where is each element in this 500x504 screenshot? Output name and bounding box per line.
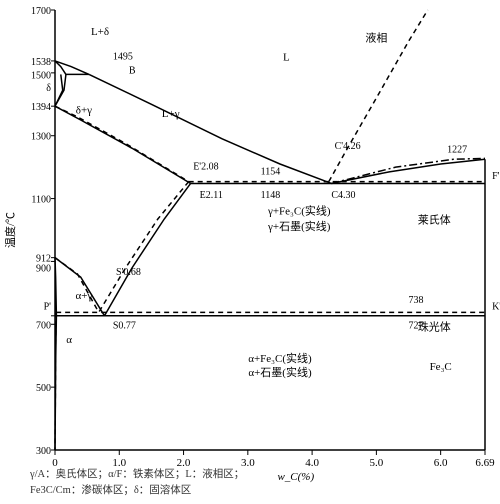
point-label: 738 (409, 295, 424, 306)
region-label: α+γ (76, 290, 93, 302)
dashed-curve (55, 258, 99, 313)
point-label: 1538 (31, 57, 51, 68)
point-label: E2.11 (200, 190, 223, 201)
point-label: 300 (36, 446, 51, 457)
region-label: γ+Fe₃C(实线) (267, 203, 331, 217)
dashed-curve (99, 182, 189, 313)
x-axis-title: w_C(%) (277, 471, 314, 483)
point-label: 700 (36, 320, 51, 331)
phase-diagram-svg: 01.02.03.04.05.06.06.69w_C(%)温度/℃液相LL+δδ… (0, 0, 500, 504)
point-label: 1300 (31, 132, 51, 143)
point-label: 500 (36, 383, 51, 394)
point-label: C4.30 (331, 190, 355, 201)
solid-curve (55, 74, 63, 106)
region-label: L (283, 51, 290, 63)
point-label: S0.77 (113, 320, 136, 331)
x-tick-label: 5.0 (370, 457, 384, 469)
region-label: L+γ (162, 108, 180, 120)
point-label: B (129, 66, 136, 77)
caption-line-2: Fe3C/Cm：渗碳体区；δ：固溶体区 (30, 484, 191, 498)
point-label: E'2.08 (193, 162, 218, 173)
x-tick-label: 4.0 (305, 457, 319, 469)
region-label: 液相 (365, 30, 387, 44)
region-label: 莱氏体 (418, 213, 451, 227)
phase-diagram-root: 01.02.03.04.05.06.06.69w_C(%)温度/℃液相LL+δδ… (0, 0, 500, 504)
solid-curve (331, 159, 485, 183)
solid-curve (55, 61, 89, 75)
point-label: 1227 (447, 144, 467, 155)
point-label: 1394 (31, 102, 51, 113)
region-label: α (66, 334, 72, 346)
point-label: 1154 (261, 166, 281, 177)
point-label: δ (46, 83, 51, 94)
region-label: δ+γ (76, 105, 92, 117)
y-axis-title: 温度/℃ (3, 212, 17, 248)
point-label: 1495 (113, 52, 133, 63)
solid-curve (104, 183, 190, 315)
point-label: S'0.68 (116, 267, 141, 278)
solid-curve (55, 258, 104, 316)
point-label: K' (492, 301, 500, 312)
point-label: 1100 (31, 195, 51, 206)
point-label: 1500 (31, 70, 51, 81)
region-label: α+Fe₃C(实线) (248, 351, 312, 365)
point-label: F' (492, 171, 500, 182)
point-label: 1148 (261, 190, 281, 201)
region-label: α+石墨(实线) (248, 365, 312, 379)
region-label: γ+石墨(实线) (267, 219, 331, 233)
point-label: C'4.26 (335, 141, 361, 152)
region-label: L+δ (91, 26, 109, 38)
point-label: P' (44, 301, 52, 312)
region-label: Fe₃C (430, 361, 452, 373)
x-tick-label: 6.0 (434, 457, 448, 469)
caption-line-1: γ/A：奥氏体区；α/F：铁素体区；L：液相区； (30, 468, 244, 482)
point-label: 900 (36, 264, 51, 275)
point-label: 1700 (31, 6, 51, 17)
x-tick-label: 6.69 (475, 457, 495, 469)
point-label: 727 (409, 320, 424, 331)
